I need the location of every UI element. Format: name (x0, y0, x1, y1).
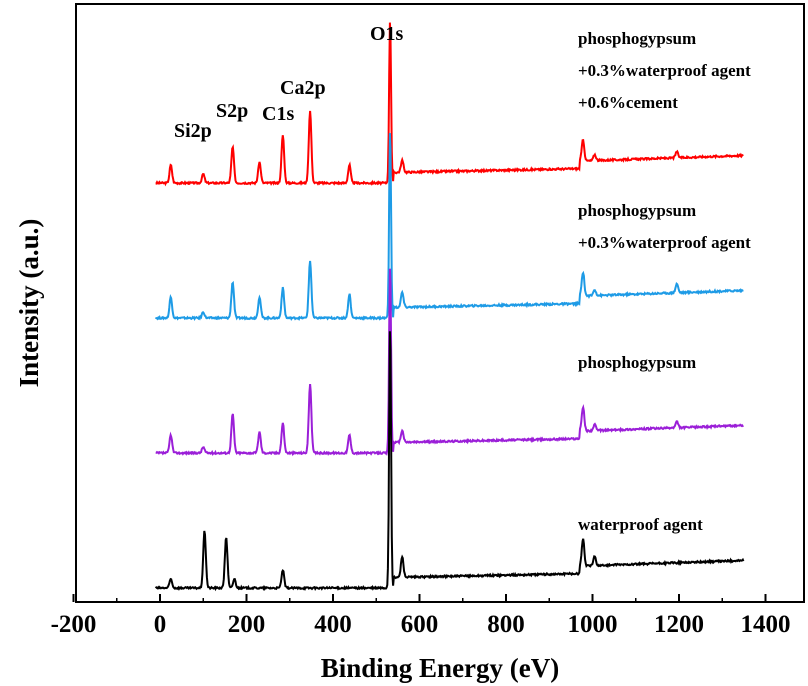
x-tick-label: 0 (154, 611, 167, 638)
x-tick-label: 800 (487, 611, 525, 638)
series-label: waterproof agent (578, 515, 703, 534)
x-tick-label: 1400 (741, 611, 791, 638)
peak-label: O1s (370, 23, 404, 45)
x-axis-ticks (72, 594, 767, 602)
series-label: phosphogypsum (578, 29, 696, 48)
series-label: phosphogypsum (578, 201, 696, 220)
x-tick-label: 1000 (568, 611, 618, 638)
peak-label: Ca2p (280, 77, 326, 99)
x-tick-label: 200 (228, 611, 266, 638)
x-tick-label: 1200 (654, 611, 704, 638)
x-tick-label: 400 (314, 611, 352, 638)
series-line (154, 133, 744, 322)
x-axis-title: Binding Energy (eV) (321, 653, 560, 683)
y-axis-title: Intensity (a.u.) (14, 219, 44, 388)
series-label: +0.6%cement (578, 93, 678, 112)
x-tick-label: -200 (51, 611, 97, 638)
plot-frame (75, 3, 805, 603)
series-label: +0.3%waterproof agent (578, 61, 751, 80)
peak-label: S2p (216, 100, 248, 122)
peak-label: C1s (262, 103, 294, 125)
series-label: phosphogypsum (578, 353, 696, 372)
x-tick-label: 600 (401, 611, 439, 638)
series-label: +0.3%waterproof agent (578, 233, 751, 252)
series-line (154, 331, 745, 592)
spectra-lines (154, 22, 745, 592)
x-axis-tick-labels: -200 0 200 400 600 800 1000 1200 1400 (51, 611, 791, 638)
peak-label: Si2p (174, 120, 212, 142)
series-line (155, 22, 744, 187)
series-labels: phosphogypsum +0.3%waterproof agent +0.6%c… (578, 29, 751, 534)
series-line (155, 268, 744, 457)
